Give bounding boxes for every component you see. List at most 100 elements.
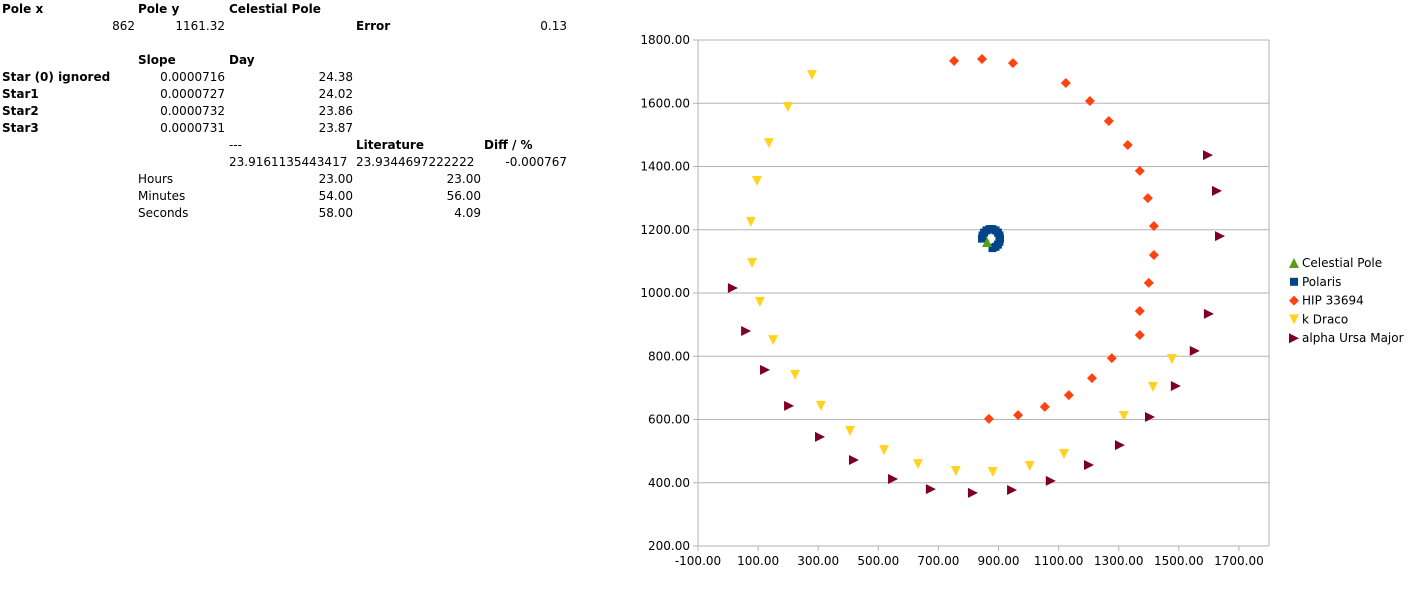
star-name[interactable]: Star (0) ignored — [2, 70, 111, 84]
star-day[interactable]: 23.87 — [318, 121, 353, 135]
hip-33694-point — [1103, 115, 1114, 126]
y-tick-label: 800.00 — [648, 349, 690, 363]
error-label[interactable]: Error — [356, 19, 391, 33]
alpha-ursa-major-point — [1212, 185, 1223, 196]
k-draco-point — [1059, 448, 1070, 459]
legend-marker-k-draco — [1289, 314, 1299, 325]
hip-33694-point — [1084, 96, 1095, 107]
error-value[interactable]: 0.13 — [540, 19, 567, 33]
alpha-ursa-major-point — [1045, 475, 1056, 486]
legend-item-hip-33694: HIP 33694 — [1289, 294, 1364, 308]
star-day[interactable]: 24.38 — [318, 70, 353, 84]
pole-x-header[interactable]: Pole x — [2, 2, 44, 16]
k-draco-point — [879, 445, 890, 456]
computed-day-value[interactable]: 23.9161135443417 — [229, 155, 348, 169]
legend-item-alpha-ursa-major: alpha Ursa Major — [1289, 331, 1404, 345]
k-draco-point — [1118, 411, 1129, 422]
time-label[interactable]: Hours — [138, 172, 174, 186]
legend-marker-hip-33694 — [1289, 295, 1299, 306]
time-literature[interactable]: 4.09 — [454, 206, 481, 220]
alpha-ursa-major-point — [784, 400, 795, 411]
legend-marker-alpha-ursa-major — [1289, 333, 1299, 344]
star-day[interactable]: 24.02 — [318, 87, 353, 101]
hip-33694-point — [1148, 250, 1159, 261]
alpha-ursa-major-point — [1202, 150, 1213, 161]
hip-33694-point — [1148, 220, 1159, 231]
k-draco-point — [751, 176, 762, 187]
dashes-cell[interactable]: --- — [229, 138, 242, 152]
star-slope[interactable]: 0.0000731 — [160, 121, 225, 135]
diff-header[interactable]: Diff / % — [484, 138, 533, 152]
alpha-ursa-major-point — [727, 282, 738, 293]
day-header[interactable]: Day — [229, 53, 255, 67]
time-literature[interactable]: 56.00 — [446, 189, 481, 203]
alpha-ursa-major-point — [1189, 345, 1200, 356]
time-computed[interactable]: 58.00 — [318, 206, 353, 220]
star-day[interactable]: 23.86 — [318, 104, 353, 118]
k-draco-point — [1024, 460, 1035, 471]
time-literature[interactable]: 23.00 — [446, 172, 481, 186]
k-draco-point — [912, 459, 923, 470]
alpha-ursa-major-point — [1144, 411, 1155, 422]
axes: 200.00 400.00 600.00 800.00 1000.00 1200.00 14… — [640, 33, 1269, 568]
legend-label-alpha-ursa-major: alpha Ursa Major — [1302, 331, 1404, 345]
k-draco-point — [790, 369, 801, 380]
celestial-pole-point — [982, 236, 993, 247]
celestial-pole-header[interactable]: Celestial Pole — [229, 2, 321, 16]
legend-item-celestial-pole: Celestial Pole — [1289, 256, 1382, 270]
hip-33694-point — [1086, 373, 1097, 384]
star-name[interactable]: Star2 — [2, 104, 39, 118]
k-draco-point — [1166, 354, 1177, 365]
pole-y-header[interactable]: Pole y — [138, 2, 180, 16]
time-label[interactable]: Seconds — [138, 206, 189, 220]
pole-x-value[interactable]: 862 — [112, 19, 135, 33]
k-draco-point — [950, 466, 961, 477]
alpha-ursa-major-point — [760, 364, 771, 375]
y-tick-label: 1400.00 — [640, 160, 690, 174]
legend-item-polaris: Polaris — [1290, 275, 1341, 289]
hip-33694-point — [976, 53, 987, 64]
literature-header[interactable]: Literature — [356, 138, 424, 152]
x-tick-label: 300.00 — [797, 554, 839, 568]
y-tick-label: 1800.00 — [640, 33, 690, 47]
hip-33694-point — [983, 413, 994, 424]
star-slope[interactable]: 0.0000727 — [160, 87, 225, 101]
x-tick-label: 1500.00 — [1154, 554, 1204, 568]
x-tick-label: 1100.00 — [1034, 554, 1084, 568]
hip-33694-point — [1122, 139, 1133, 150]
hip-33694-point — [1142, 193, 1153, 204]
y-tick-label: 200.00 — [648, 539, 690, 553]
star-slope[interactable]: 0.0000716 — [160, 70, 225, 84]
alpha-ursa-major-point — [1083, 460, 1094, 471]
gridlines — [693, 39, 1270, 547]
star-slope[interactable]: 0.0000732 — [160, 104, 225, 118]
k-draco-point — [754, 296, 765, 307]
hip-33694-point — [1039, 401, 1050, 412]
alpha-ursa-major-point — [815, 431, 826, 442]
hip-33694-point — [1106, 353, 1117, 364]
legend-marker-polaris — [1290, 277, 1298, 286]
pole-y-value[interactable]: 1161.32 — [175, 19, 225, 33]
k-draco-point — [763, 138, 774, 149]
time-computed[interactable]: 23.00 — [318, 172, 353, 186]
k-draco-point — [845, 425, 856, 436]
k-draco-point — [806, 70, 817, 81]
alpha-ursa-major-point — [1170, 380, 1181, 391]
star-name[interactable]: Star3 — [2, 121, 39, 135]
slope-header[interactable]: Slope — [138, 53, 176, 67]
legend-item-k-draco: k Draco — [1289, 312, 1348, 326]
x-tick-label: 500.00 — [857, 554, 899, 568]
legend-label-k-draco: k Draco — [1302, 312, 1348, 326]
time-label[interactable]: Minutes — [138, 189, 186, 203]
y-tick-label: 600.00 — [648, 413, 690, 427]
hip-33694-point — [1007, 58, 1018, 69]
alpha-ursa-major-point — [848, 454, 859, 465]
time-computed[interactable]: 54.00 — [318, 189, 353, 203]
star-name[interactable]: Star1 — [2, 87, 39, 101]
diff-value[interactable]: -0.000767 — [505, 155, 567, 169]
literature-day-value[interactable]: 23.9344697222222 — [356, 155, 475, 169]
alpha-ursa-major-point — [1203, 308, 1214, 319]
alpha-ursa-major-point — [888, 473, 899, 484]
hip-33694-point — [1063, 390, 1074, 401]
